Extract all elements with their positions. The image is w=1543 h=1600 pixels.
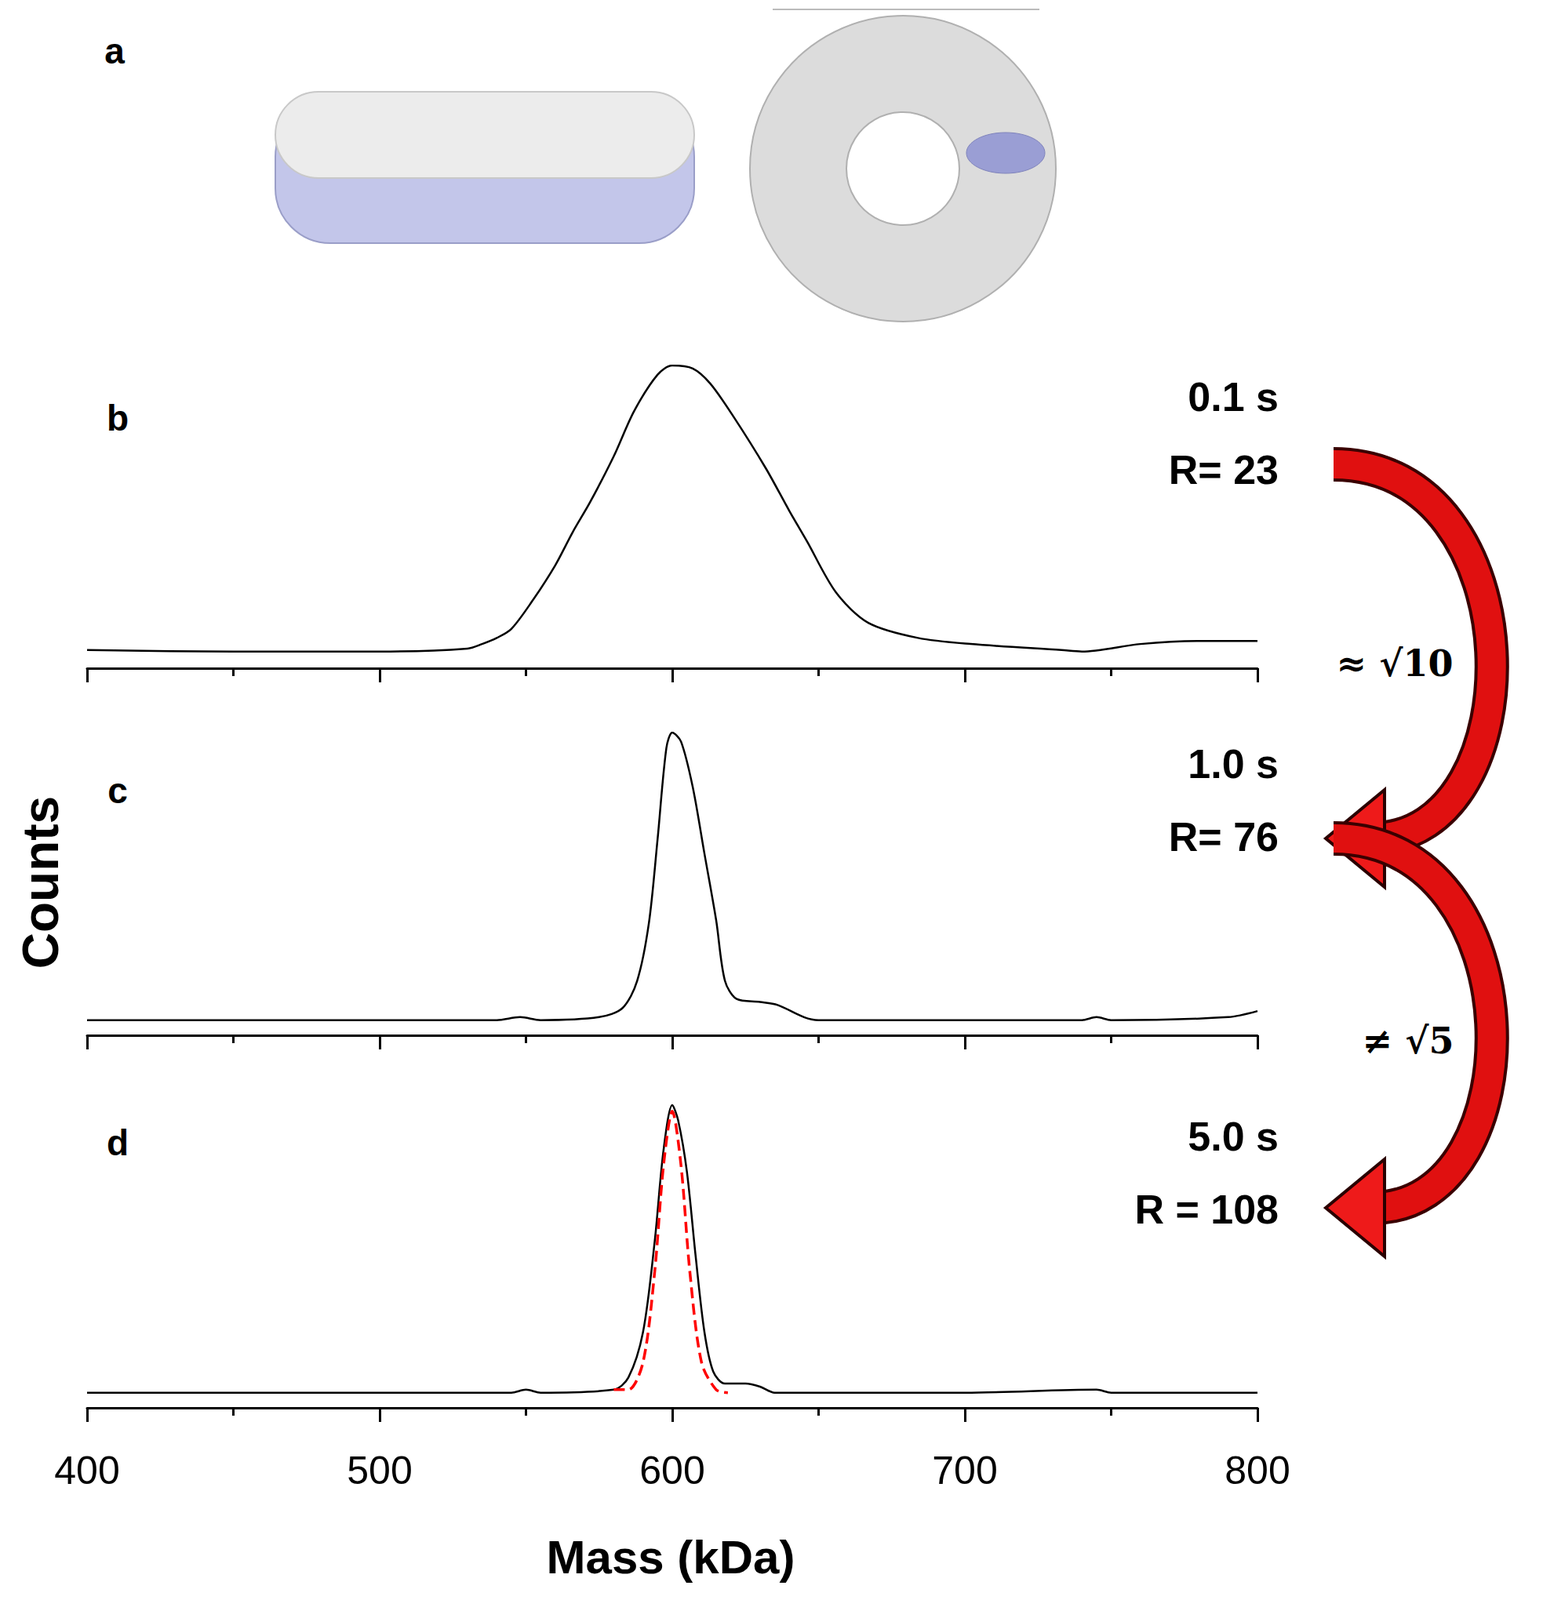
svg-text:Counts: Counts — [12, 796, 70, 969]
svg-text:R= 76: R= 76 — [1168, 814, 1279, 860]
svg-text:≈ √10: ≈ √10 — [1336, 642, 1454, 685]
svg-text:R= 23: R= 23 — [1168, 447, 1279, 493]
svg-text:≠ √5: ≠ √5 — [1362, 1019, 1455, 1063]
svg-text:1.0 s: 1.0 s — [1187, 741, 1279, 787]
svg-text:c: c — [107, 770, 128, 812]
svg-text:b: b — [106, 397, 129, 439]
svg-text:Mass (kDa): Mass (kDa) — [546, 1531, 796, 1584]
svg-text:800: 800 — [1224, 1448, 1290, 1493]
svg-text:0.1 s: 0.1 s — [1187, 374, 1279, 420]
svg-text:a: a — [104, 30, 125, 72]
svg-text:d: d — [106, 1122, 129, 1164]
svg-text:600: 600 — [639, 1448, 705, 1493]
svg-text:700: 700 — [931, 1448, 998, 1493]
svg-text:R = 108: R = 108 — [1134, 1186, 1279, 1233]
svg-text:5.0 s: 5.0 s — [1187, 1113, 1279, 1160]
svg-text:500: 500 — [346, 1448, 412, 1493]
svg-text:400: 400 — [54, 1448, 120, 1493]
